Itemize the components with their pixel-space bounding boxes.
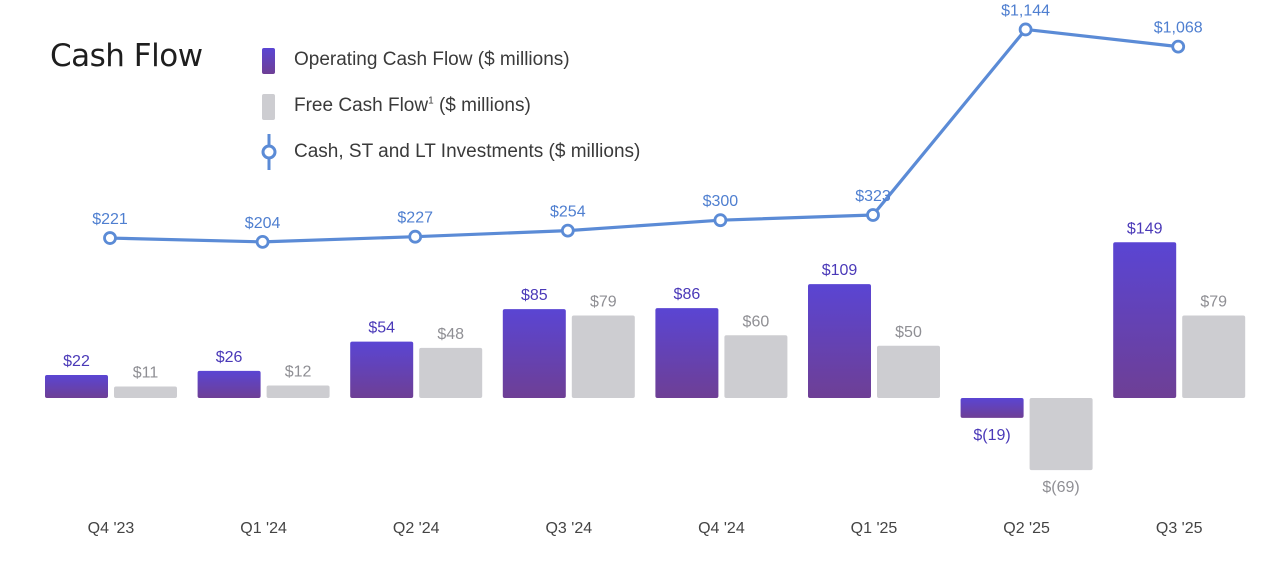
label-ocf-3: $85 — [521, 287, 548, 304]
label-fcf-4: $60 — [743, 313, 770, 330]
bar-ocf-2 — [350, 341, 414, 398]
label-ocf-7: $149 — [1127, 220, 1163, 237]
label-ocf-2: $54 — [368, 320, 395, 337]
x-tick-4: Q4 '24 — [698, 520, 745, 537]
label-fcf-0: $11 — [133, 365, 159, 382]
bar-fcf-1 — [266, 385, 330, 398]
bar-fcf-3 — [571, 315, 635, 398]
x-tick-1: Q1 '24 — [240, 520, 287, 537]
bar-ocf-5 — [808, 284, 871, 398]
label-cash-2: $227 — [397, 210, 433, 227]
bar-fcf-7 — [1182, 315, 1246, 398]
label-cash-7: $1,068 — [1154, 20, 1203, 37]
legend-label-ocf: Operating Cash Flow ($ millions) — [294, 49, 570, 70]
cash-point-0 — [103, 231, 117, 245]
x-tick-5: Q1 '25 — [851, 520, 898, 537]
cash-point-3 — [560, 223, 575, 238]
label-fcf-7: $79 — [1200, 293, 1227, 310]
label-ocf-5: $109 — [822, 262, 858, 279]
footnote-marker: 1 — [428, 95, 434, 107]
bar-fcf-4 — [724, 335, 788, 398]
x-tick-0: Q4 '23 — [88, 520, 135, 537]
legend-label-fcf: Free Cash Flow1 ($ millions) — [294, 95, 531, 117]
label-fcf-1: $12 — [285, 363, 312, 380]
cash-point-2 — [408, 229, 423, 244]
label-cash-3: $254 — [550, 204, 586, 221]
label-ocf-4: $86 — [674, 286, 701, 303]
label-ocf-1: $26 — [216, 349, 243, 366]
bar-ocf-3 — [502, 309, 566, 398]
x-tick-7: Q3 '25 — [1156, 520, 1203, 537]
legend-label-cash: Cash, ST and LT Investments ($ millions) — [294, 141, 641, 162]
bar-ocf-0 — [45, 375, 108, 398]
legend-label-fcf-main: Free Cash Flow — [294, 95, 429, 116]
cash-point-1 — [255, 234, 270, 249]
bar-fcf-2 — [419, 347, 483, 398]
x-tick-2: Q2 '24 — [393, 520, 440, 537]
label-cash-6: $1,144 — [1001, 2, 1050, 19]
bar-fcf-0 — [114, 386, 177, 398]
bar-ocf-6 — [960, 398, 1024, 418]
label-ocf-0: $22 — [63, 353, 90, 370]
bar-ocf-4 — [655, 308, 719, 398]
label-fcf-6: $(69) — [1042, 479, 1079, 496]
cash-line — [109, 27, 1179, 244]
legend-swatch-ocf — [262, 48, 275, 74]
label-ocf-6: $(19) — [973, 427, 1010, 444]
label-cash-0: $221 — [92, 211, 128, 228]
cash-point-5 — [866, 208, 880, 222]
legend-label-fcf-rest: ($ millions) — [433, 95, 531, 116]
x-tick-3: Q3 '24 — [545, 520, 592, 537]
cash-point-4 — [713, 213, 728, 228]
x-tick-6: Q2 '25 — [1003, 520, 1050, 537]
chart-title: Cash Flow — [50, 38, 203, 74]
legend-swatch-cash-icon — [261, 134, 277, 170]
bar-ocf-7 — [1113, 242, 1177, 398]
legend-swatch-fcf — [262, 94, 275, 120]
label-fcf-5: $50 — [895, 324, 922, 341]
label-cash-5: $323 — [855, 188, 891, 205]
cash-point-7 — [1171, 39, 1186, 54]
label-fcf-2: $48 — [437, 326, 464, 343]
bar-fcf-5 — [877, 345, 940, 398]
bar-fcf-6 — [1029, 398, 1093, 471]
bar-ocf-1 — [197, 370, 261, 398]
label-cash-1: $204 — [245, 215, 281, 232]
label-fcf-3: $79 — [590, 293, 617, 310]
label-cash-4: $300 — [703, 193, 739, 210]
cash-point-6 — [1018, 22, 1033, 37]
